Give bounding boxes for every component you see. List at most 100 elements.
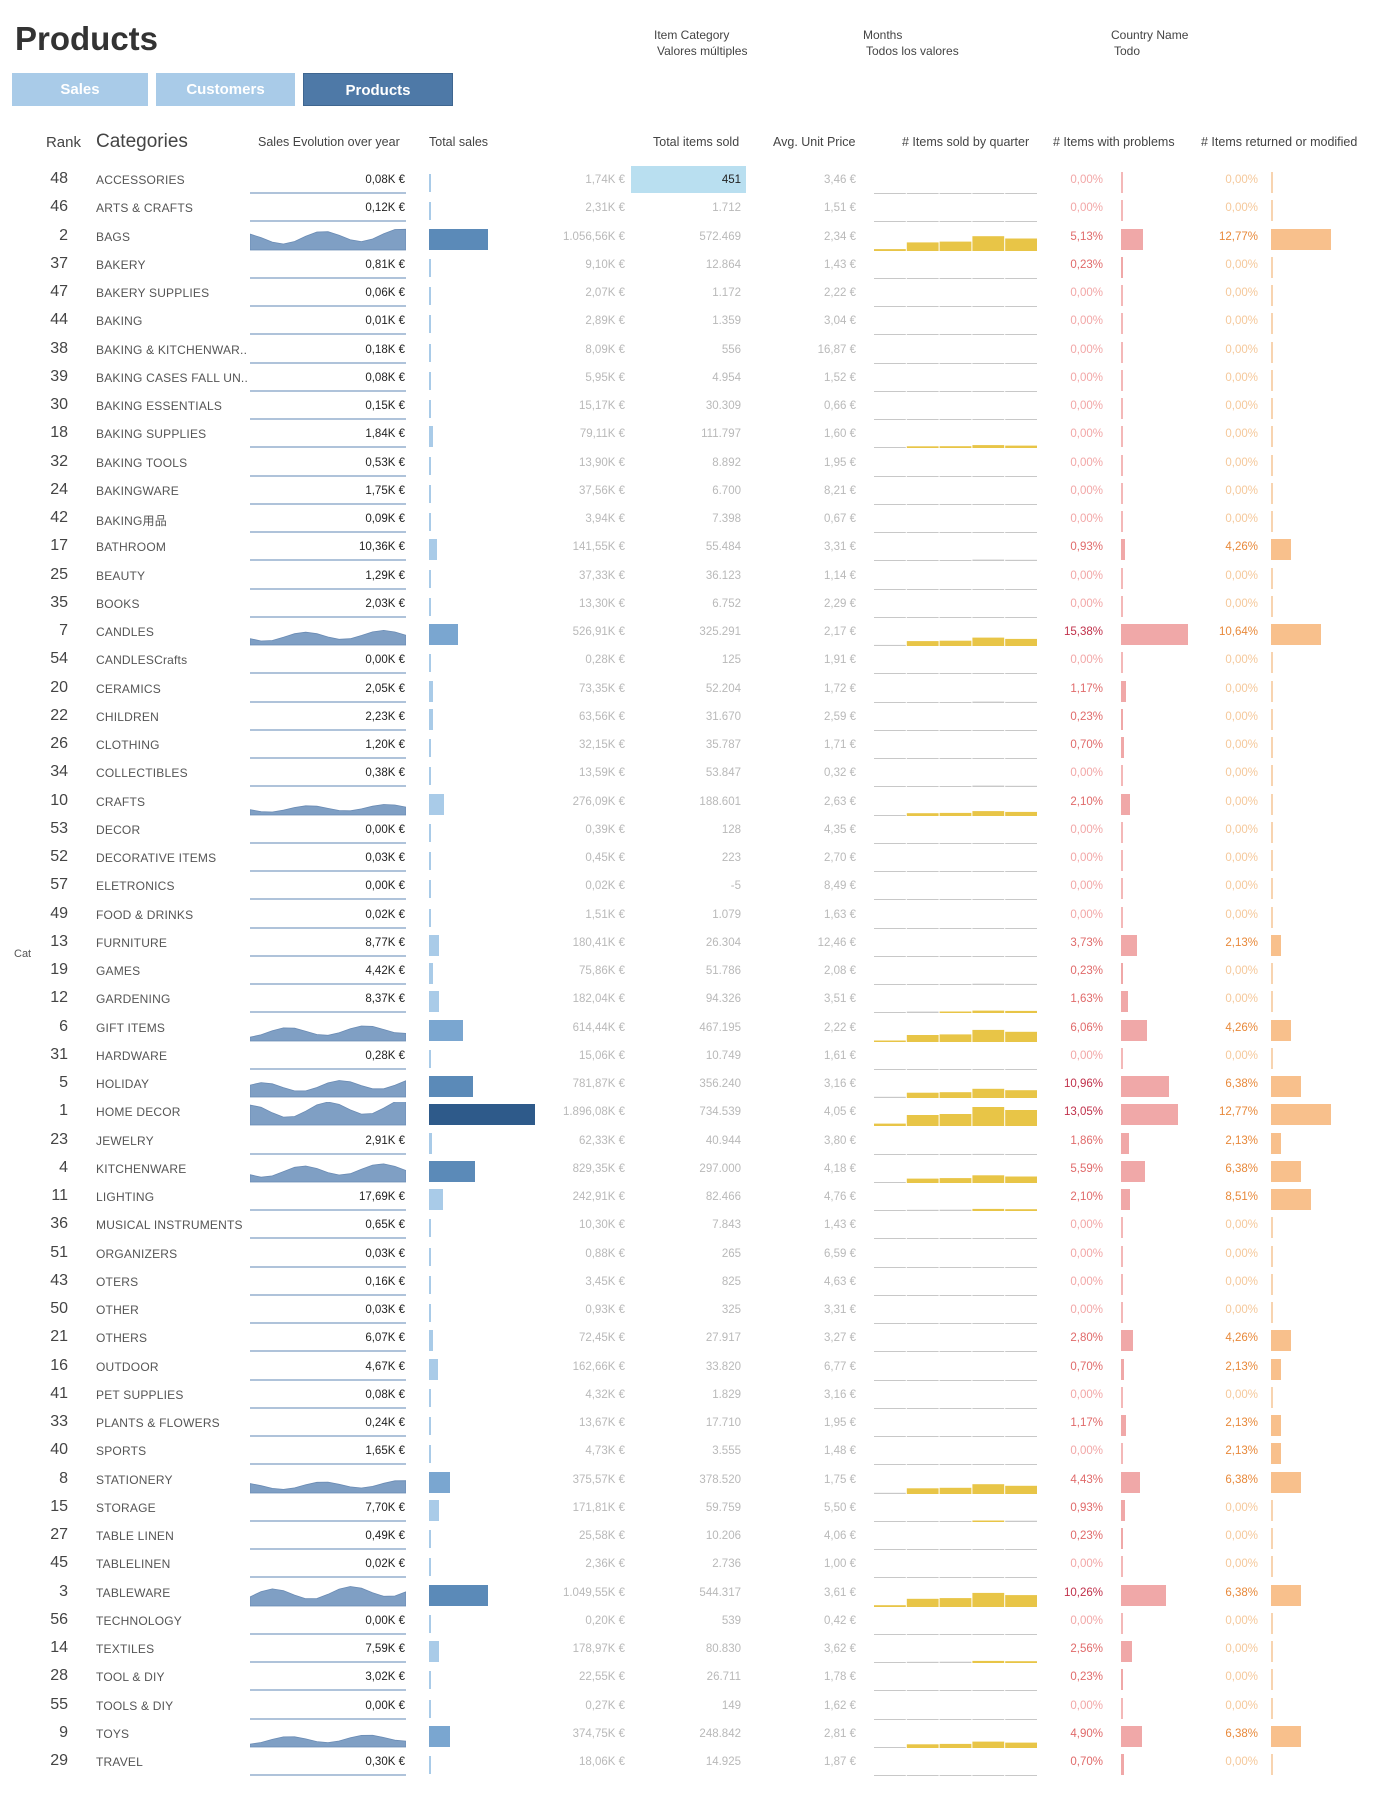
year-sales-value: 0,28K € bbox=[365, 1049, 405, 1062]
year-sales-value: 0,03K € bbox=[365, 852, 405, 864]
category-name[interactable]: FOOD & DRINKS bbox=[96, 907, 194, 922]
category-name[interactable]: MUSICAL INSTRUMENTS bbox=[96, 1218, 243, 1233]
category-name[interactable]: COLLECTIBLES bbox=[96, 766, 188, 781]
header-avg-unit-price[interactable]: Avg. Unit Price bbox=[773, 135, 856, 149]
category-name[interactable]: OTHERS bbox=[96, 1331, 148, 1346]
category-name[interactable]: SPORTS bbox=[96, 1444, 147, 1459]
category-name[interactable]: OTERS bbox=[96, 1274, 139, 1289]
category-name[interactable]: STATIONERY bbox=[96, 1472, 173, 1487]
category-name[interactable]: TECHNOLOGY bbox=[96, 1613, 183, 1628]
category-name[interactable]: PET SUPPLIES bbox=[96, 1387, 184, 1402]
total-sales-bar bbox=[429, 708, 433, 730]
category-name[interactable]: CLOTHING bbox=[96, 738, 160, 752]
header-items-by-quarter[interactable]: # Items sold by quarter bbox=[902, 135, 1030, 149]
category-name[interactable]: BAKING用品 bbox=[96, 514, 167, 528]
category-name[interactable]: CANDLES bbox=[96, 625, 155, 639]
category-name[interactable]: CANDLESCrafts bbox=[96, 653, 188, 668]
items-sold-value: 356.240 bbox=[699, 1078, 741, 1090]
category-name[interactable]: FURNITURE bbox=[96, 935, 168, 950]
header-total-sales[interactable]: Total sales bbox=[429, 135, 489, 149]
category-name[interactable]: ARTS & CRAFTS bbox=[96, 201, 194, 216]
category-name[interactable]: CRAFTS bbox=[96, 794, 146, 809]
category-name[interactable]: TABLE LINEN bbox=[96, 1529, 175, 1543]
header-items-with-problems[interactable]: # Items with problems bbox=[1053, 135, 1175, 149]
category-name[interactable]: ORGANIZERS bbox=[96, 1246, 178, 1261]
avg-price-value: 2,81 € bbox=[824, 1727, 856, 1740]
category-name[interactable]: TOOL & DIY bbox=[96, 1670, 165, 1685]
category-name[interactable]: BAKERY SUPPLIES bbox=[96, 286, 210, 300]
category-name[interactable]: CERAMICS bbox=[96, 681, 161, 696]
category-name[interactable]: BAKING TOOLS bbox=[96, 455, 188, 470]
sales-evolution-sparkline bbox=[250, 1163, 406, 1183]
category-name[interactable]: BAKING & KITCHENWAR.. bbox=[96, 342, 248, 357]
tab-customers[interactable]: Customers bbox=[156, 73, 295, 106]
category-name[interactable]: TABLEWARE bbox=[96, 1585, 171, 1600]
category-name[interactable]: ACCESSORIES bbox=[96, 173, 185, 187]
returned-value: 0,00% bbox=[1225, 1558, 1258, 1571]
category-name[interactable]: HARDWARE bbox=[96, 1048, 168, 1063]
quarter-bars-chart bbox=[874, 983, 1037, 985]
filter-item-category[interactable]: Item Category Valores múltiples bbox=[654, 27, 747, 59]
category-name[interactable]: TABLELINEN bbox=[96, 1557, 171, 1572]
rank-value: 37 bbox=[50, 254, 68, 272]
returned-value: 2,13% bbox=[1225, 1134, 1258, 1147]
category-name[interactable]: CHILDREN bbox=[96, 709, 159, 724]
header-total-items-sold[interactable]: Total items sold bbox=[653, 135, 740, 149]
category-name[interactable]: DECOR bbox=[96, 822, 141, 837]
category-name[interactable]: GIFT ITEMS bbox=[96, 1020, 166, 1035]
header-sales-evolution[interactable]: Sales Evolution over year bbox=[258, 135, 400, 149]
category-name[interactable]: LIGHTING bbox=[96, 1190, 155, 1204]
category-name[interactable]: BAKINGWARE bbox=[96, 483, 179, 498]
category-name[interactable]: TOYS bbox=[96, 1726, 130, 1741]
category-name[interactable]: BOOKS bbox=[96, 596, 140, 611]
rank-value: 31 bbox=[50, 1045, 68, 1063]
problems-value: 0,23% bbox=[1070, 258, 1103, 271]
header-rank[interactable]: Rank bbox=[45, 134, 81, 151]
problems-bar bbox=[1121, 228, 1144, 250]
returned-bar bbox=[1271, 1245, 1273, 1267]
category-name[interactable]: GARDENING bbox=[96, 992, 171, 1007]
category-name[interactable]: JEWELRY bbox=[96, 1133, 154, 1148]
category-name[interactable]: BAKING ESSENTIALS bbox=[96, 399, 223, 413]
category-name[interactable]: GAMES bbox=[96, 964, 141, 978]
quarter-bars-chart bbox=[874, 503, 1037, 505]
category-name[interactable]: TRAVEL bbox=[96, 1755, 143, 1769]
quarter-bar bbox=[906, 1092, 939, 1098]
category-name[interactable]: BAKING bbox=[96, 314, 143, 329]
category-name[interactable]: BATHROOM bbox=[96, 540, 167, 555]
avg-price-value: 0,67 € bbox=[824, 513, 856, 525]
category-name[interactable]: BAKERY bbox=[96, 257, 146, 272]
tab-sales[interactable]: Sales bbox=[12, 73, 148, 106]
category-name[interactable]: PLANTS & FLOWERS bbox=[96, 1416, 220, 1430]
category-name[interactable]: OUTDOOR bbox=[96, 1359, 159, 1374]
header-categories[interactable]: Categories bbox=[96, 131, 188, 152]
avg-price-value: 2,08 € bbox=[824, 965, 856, 977]
category-name[interactable]: TEXTILES bbox=[96, 1642, 155, 1656]
rank-value: 51 bbox=[50, 1243, 68, 1261]
category-name[interactable]: STORAGE bbox=[96, 1500, 156, 1515]
category-name[interactable]: TOOLS & DIY bbox=[96, 1698, 174, 1713]
total-sales-value: 276,09K € bbox=[572, 795, 625, 808]
filter-country-name[interactable]: Country Name Todo bbox=[1111, 27, 1188, 59]
category-name[interactable]: BEAUTY bbox=[96, 568, 146, 583]
category-name[interactable]: BAKING SUPPLIES bbox=[96, 427, 207, 442]
returned-bar bbox=[1271, 1386, 1273, 1408]
category-name[interactable]: BAGS bbox=[96, 229, 131, 244]
category-name[interactable]: ELETRONICS bbox=[96, 879, 175, 894]
year-sales-value: 17,69K € bbox=[358, 1191, 405, 1203]
category-name[interactable]: KITCHENWARE bbox=[96, 1161, 187, 1176]
category-name[interactable]: OTHER bbox=[96, 1303, 139, 1317]
category-name[interactable]: BAKING CASES FALL UN.. bbox=[96, 370, 249, 385]
sales-evolution-sparkline bbox=[250, 1025, 406, 1041]
tab-products[interactable]: Products bbox=[303, 73, 453, 106]
category-name[interactable]: DECORATIVE ITEMS bbox=[96, 851, 217, 865]
problems-bar bbox=[1121, 1584, 1166, 1606]
header-items-returned[interactable]: # Items returned or modified bbox=[1201, 135, 1358, 149]
quarter-bars-chart bbox=[874, 1718, 1037, 1720]
filter-months[interactable]: Months Todos los valores bbox=[863, 27, 959, 59]
category-name[interactable]: HOLIDAY bbox=[96, 1077, 150, 1091]
avg-price-value: 3,61 € bbox=[824, 1586, 856, 1599]
items-sold-value[interactable]: 451 bbox=[721, 174, 741, 186]
quarter-bar bbox=[1005, 1351, 1037, 1353]
category-name[interactable]: HOME DECOR bbox=[96, 1105, 181, 1120]
